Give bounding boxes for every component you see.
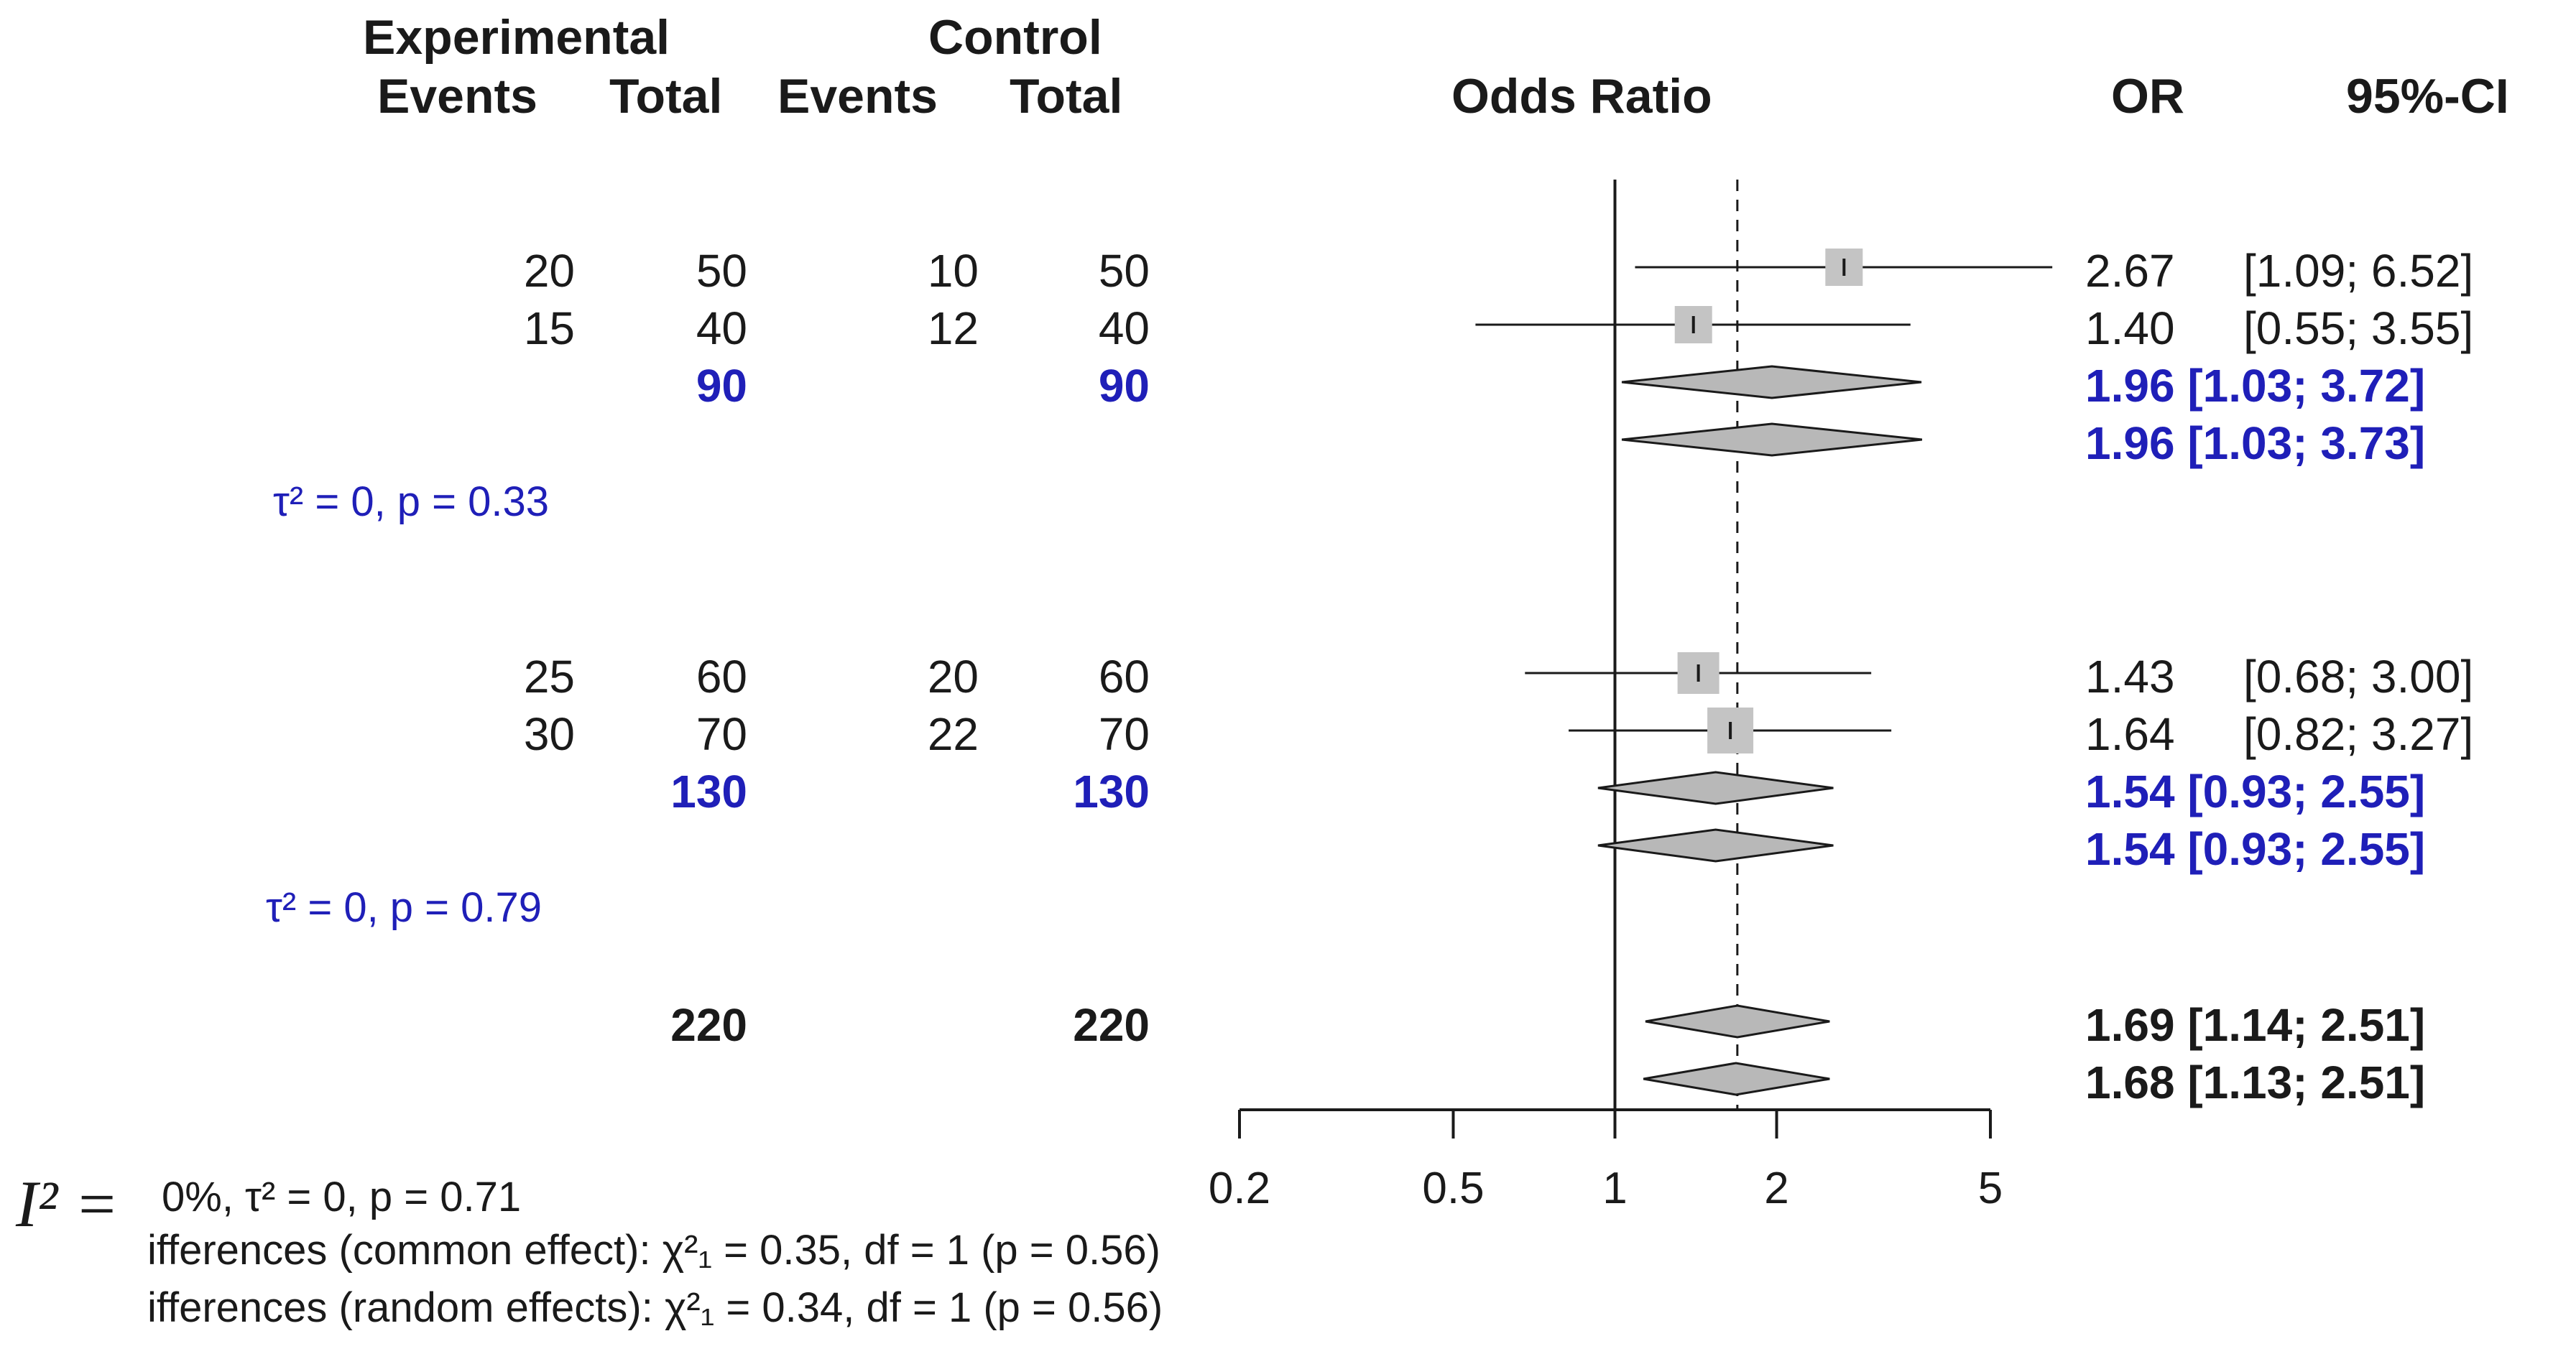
study-2-exp-events: 15 bbox=[523, 302, 575, 354]
x-tick-label-4: 5 bbox=[1978, 1164, 2003, 1213]
x-tick-label-0: 0.2 bbox=[1209, 1164, 1270, 1213]
test-random-effects: ifferences (random effects): χ²₁ = 0.34,… bbox=[147, 1284, 1163, 1331]
header-ci: 95%-CI bbox=[2346, 69, 2509, 124]
subgroup-1-ctrl-total: 90 bbox=[1098, 360, 1150, 412]
subgroup-2-random-diamond bbox=[1597, 828, 1834, 863]
subgroup-2-exp-total: 130 bbox=[670, 766, 747, 817]
study-3-or: 1.43 bbox=[2085, 651, 2175, 702]
study-2-ci: [0.55; 3.55] bbox=[2243, 302, 2474, 354]
header-ctrl-events: Events bbox=[777, 69, 938, 124]
overall-ctrl-total: 220 bbox=[1073, 999, 1150, 1051]
subgroup-1-exp-total: 90 bbox=[696, 360, 747, 412]
study-4-exp-total: 70 bbox=[696, 708, 747, 760]
study-1-or: 2.67 bbox=[2085, 245, 2175, 297]
subgroup-1-common-diamond bbox=[1621, 365, 1922, 399]
overall-random-or: 1.68 [1.13; 2.51] bbox=[2085, 1057, 2426, 1108]
header-odds-ratio: Odds Ratio bbox=[1451, 69, 1712, 124]
subgroup-1-common-or: 1.96 [1.03; 3.72] bbox=[2085, 360, 2426, 412]
study-2-ctrl-events: 12 bbox=[927, 302, 979, 354]
study-3-exp-events: 25 bbox=[523, 651, 575, 702]
x-tick-label-3: 2 bbox=[1764, 1164, 1788, 1213]
header-ctrl-total: Total bbox=[1010, 69, 1123, 124]
subgroup-1-heterogeneity: τ² = 0, p = 0.33 bbox=[273, 478, 550, 525]
study-4-exp-events: 30 bbox=[523, 708, 575, 760]
study-1-ci: [1.09; 6.52] bbox=[2243, 245, 2474, 297]
header-exp-events: Events bbox=[377, 69, 537, 124]
study-2-exp-total: 40 bbox=[696, 302, 747, 354]
header-exp-total: Total bbox=[609, 69, 723, 124]
overall-common-diamond bbox=[1645, 1004, 1830, 1039]
overall-common-or: 1.69 [1.14; 2.51] bbox=[2085, 999, 2426, 1051]
subgroup-1-random-diamond bbox=[1621, 422, 1923, 457]
i2-label: I² = bbox=[16, 1167, 119, 1241]
study-1-exp-total: 50 bbox=[696, 245, 747, 297]
subgroup-2-random-or: 1.54 [0.93; 2.55] bbox=[2085, 823, 2426, 875]
study-3-ctrl-total: 60 bbox=[1098, 651, 1150, 702]
study-2-or: 1.40 bbox=[2085, 302, 2175, 354]
overall-random-diamond bbox=[1643, 1062, 1830, 1096]
study-3-exp-total: 60 bbox=[696, 651, 747, 702]
study-2-ctrl-total: 40 bbox=[1098, 302, 1150, 354]
study-4-or: 1.64 bbox=[2085, 708, 2175, 760]
overall-exp-total: 220 bbox=[670, 999, 747, 1051]
subgroup-2-ctrl-total: 130 bbox=[1073, 766, 1150, 817]
study-3-ci: [0.68; 3.00] bbox=[2243, 651, 2474, 702]
subgroup-2-common-or: 1.54 [0.93; 2.55] bbox=[2085, 766, 2426, 817]
header-experimental: Experimental bbox=[363, 10, 670, 65]
study-4-ci: [0.82; 3.27] bbox=[2243, 708, 2474, 760]
test-common-effect: ifferences (common effect): χ²₁ = 0.35, … bbox=[147, 1227, 1160, 1274]
study-4-ctrl-total: 70 bbox=[1098, 708, 1150, 760]
study-1-ctrl-events: 10 bbox=[927, 245, 979, 297]
subgroup-1-random-or: 1.96 [1.03; 3.73] bbox=[2085, 417, 2426, 469]
subgroup-2-common-diamond bbox=[1597, 771, 1834, 805]
header-or: OR bbox=[2111, 69, 2184, 124]
x-tick-label-1: 0.5 bbox=[1422, 1164, 1484, 1213]
study-3-ctrl-events: 20 bbox=[927, 651, 979, 702]
x-tick-label-2: 1 bbox=[1602, 1164, 1627, 1213]
study-1-ctrl-total: 50 bbox=[1098, 245, 1150, 297]
header-control: Control bbox=[928, 10, 1102, 65]
subgroup-2-heterogeneity: τ² = 0, p = 0.79 bbox=[266, 884, 543, 931]
study-4-ctrl-events: 22 bbox=[927, 708, 979, 760]
overall-heterogeneity: 0%, τ² = 0, p = 0.71 bbox=[162, 1174, 522, 1220]
study-1-exp-events: 20 bbox=[523, 245, 575, 297]
